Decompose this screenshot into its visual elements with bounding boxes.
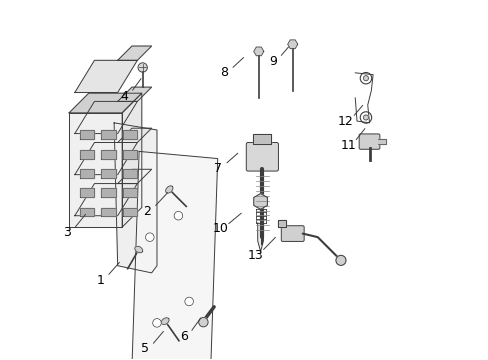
Polygon shape — [118, 87, 151, 102]
Text: 3: 3 — [63, 226, 71, 239]
Text: 9: 9 — [268, 55, 276, 68]
Bar — [101, 130, 115, 139]
Circle shape — [145, 233, 154, 242]
Text: 12: 12 — [337, 114, 353, 127]
Polygon shape — [122, 93, 142, 227]
Polygon shape — [75, 60, 137, 93]
Polygon shape — [287, 40, 297, 49]
Polygon shape — [75, 102, 137, 134]
Bar — [101, 150, 115, 158]
Polygon shape — [75, 184, 137, 216]
Polygon shape — [161, 318, 169, 325]
Circle shape — [363, 76, 367, 81]
Bar — [80, 188, 94, 197]
Bar — [101, 169, 115, 178]
Polygon shape — [114, 123, 157, 273]
Circle shape — [335, 255, 345, 265]
Bar — [101, 188, 115, 197]
Bar — [122, 207, 137, 216]
Text: 11: 11 — [340, 139, 355, 152]
Polygon shape — [75, 143, 137, 175]
Polygon shape — [69, 113, 122, 227]
Bar — [122, 130, 137, 139]
Polygon shape — [135, 246, 142, 253]
Circle shape — [174, 211, 183, 220]
Text: 10: 10 — [212, 222, 228, 235]
Bar — [122, 169, 137, 178]
Circle shape — [198, 318, 207, 327]
FancyBboxPatch shape — [281, 226, 304, 242]
Bar — [80, 169, 94, 178]
Bar — [80, 207, 94, 216]
Text: 5: 5 — [141, 342, 149, 355]
Polygon shape — [253, 194, 267, 209]
Text: 4: 4 — [120, 90, 128, 103]
Circle shape — [152, 319, 161, 327]
Text: 2: 2 — [143, 204, 151, 217]
Polygon shape — [118, 46, 151, 60]
Polygon shape — [257, 223, 263, 251]
Text: 6: 6 — [180, 330, 187, 343]
Circle shape — [363, 115, 367, 120]
FancyBboxPatch shape — [246, 143, 278, 171]
Bar — [122, 188, 137, 197]
Bar — [253, 134, 271, 144]
Polygon shape — [132, 152, 217, 360]
Text: 13: 13 — [247, 248, 263, 261]
Text: 8: 8 — [220, 66, 228, 79]
Polygon shape — [118, 169, 151, 184]
Bar — [101, 207, 115, 216]
Text: 1: 1 — [97, 274, 104, 287]
Circle shape — [184, 297, 193, 306]
Bar — [80, 130, 94, 139]
Polygon shape — [253, 47, 263, 56]
Bar — [378, 139, 385, 144]
Bar — [278, 220, 285, 227]
Text: 7: 7 — [214, 162, 222, 175]
Polygon shape — [69, 93, 142, 113]
Polygon shape — [118, 128, 151, 143]
Bar — [122, 150, 137, 158]
FancyBboxPatch shape — [358, 134, 379, 149]
Circle shape — [138, 63, 147, 72]
Polygon shape — [165, 186, 173, 193]
Bar — [80, 150, 94, 158]
